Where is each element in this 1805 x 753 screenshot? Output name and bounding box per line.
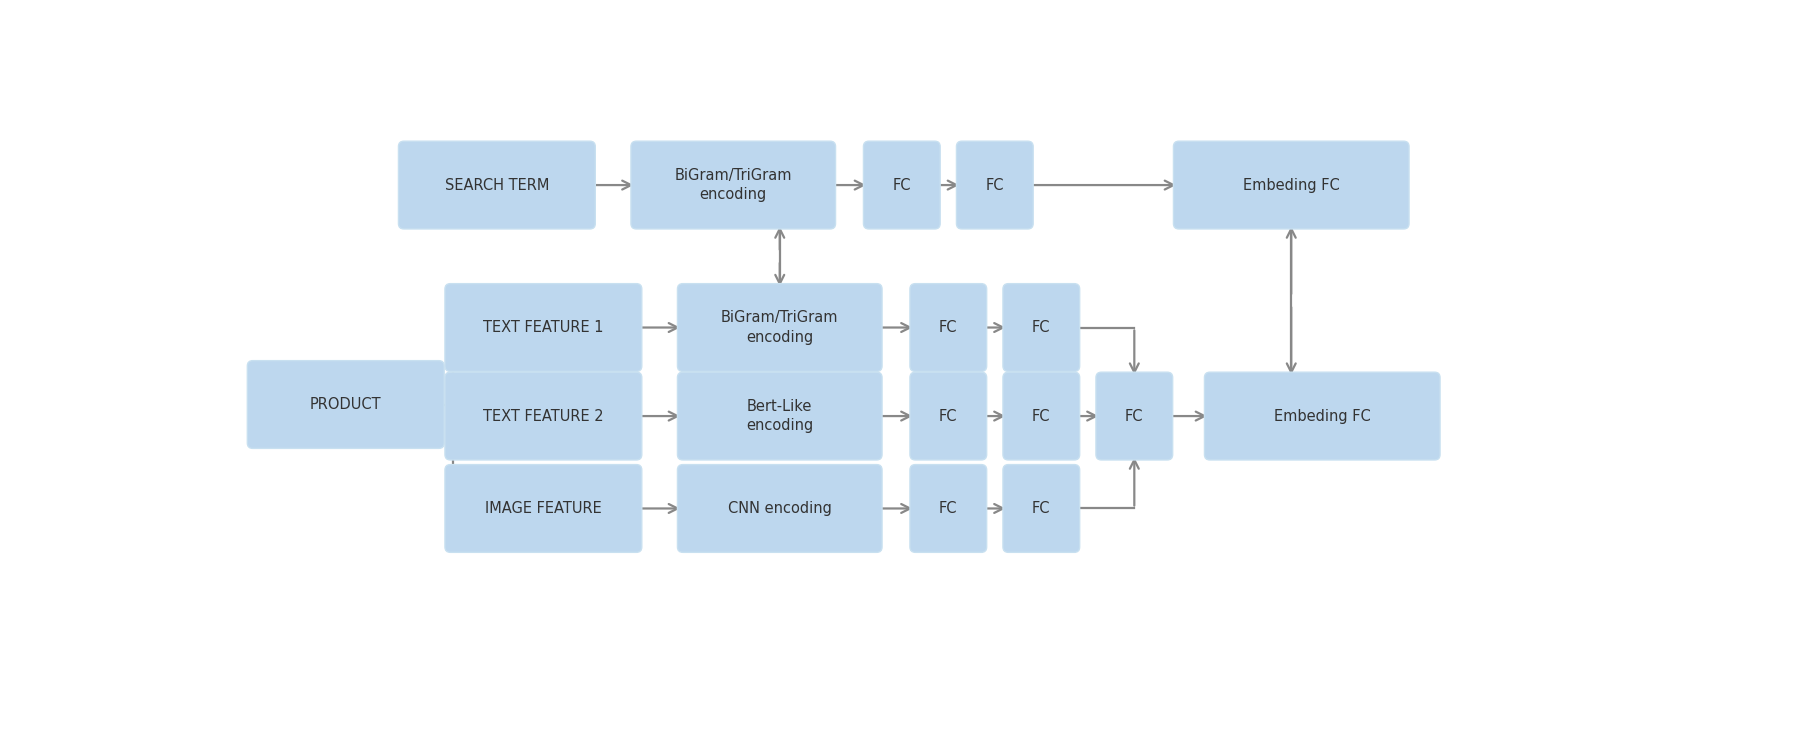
Text: FC: FC <box>939 320 958 335</box>
FancyBboxPatch shape <box>399 141 596 229</box>
FancyBboxPatch shape <box>632 141 836 229</box>
Text: BiGram/TriGram
encoding: BiGram/TriGram encoding <box>720 310 839 345</box>
FancyBboxPatch shape <box>677 284 883 371</box>
FancyBboxPatch shape <box>957 141 1032 229</box>
Text: FC: FC <box>1032 409 1051 424</box>
FancyBboxPatch shape <box>1173 141 1410 229</box>
FancyBboxPatch shape <box>910 284 987 371</box>
FancyBboxPatch shape <box>446 284 643 371</box>
Text: BiGram/TriGram
encoding: BiGram/TriGram encoding <box>675 168 792 203</box>
FancyBboxPatch shape <box>446 372 643 460</box>
Text: FC: FC <box>986 178 1004 193</box>
Text: IMAGE FEATURE: IMAGE FEATURE <box>486 501 601 516</box>
Text: Embeding FC: Embeding FC <box>1274 409 1370 424</box>
Text: TEXT FEATURE 2: TEXT FEATURE 2 <box>484 409 603 424</box>
Text: Bert-Like
encoding: Bert-Like encoding <box>745 398 814 434</box>
FancyBboxPatch shape <box>677 465 883 553</box>
Text: PRODUCT: PRODUCT <box>310 397 381 412</box>
Text: CNN encoding: CNN encoding <box>727 501 832 516</box>
Text: TEXT FEATURE 1: TEXT FEATURE 1 <box>484 320 603 335</box>
FancyBboxPatch shape <box>910 372 987 460</box>
FancyBboxPatch shape <box>910 465 987 553</box>
Text: FC: FC <box>1032 320 1051 335</box>
Text: FC: FC <box>892 178 912 193</box>
Text: Embeding FC: Embeding FC <box>1244 178 1339 193</box>
FancyBboxPatch shape <box>1004 465 1079 553</box>
Text: FC: FC <box>939 501 958 516</box>
Text: FC: FC <box>1032 501 1051 516</box>
Text: SEARCH TERM: SEARCH TERM <box>444 178 549 193</box>
FancyBboxPatch shape <box>1004 372 1079 460</box>
Text: FC: FC <box>939 409 958 424</box>
FancyBboxPatch shape <box>1204 372 1440 460</box>
FancyBboxPatch shape <box>446 465 643 553</box>
FancyBboxPatch shape <box>1004 284 1079 371</box>
FancyBboxPatch shape <box>247 361 444 448</box>
FancyBboxPatch shape <box>1096 372 1173 460</box>
Text: FC: FC <box>1125 409 1144 424</box>
FancyBboxPatch shape <box>863 141 940 229</box>
FancyBboxPatch shape <box>677 372 883 460</box>
